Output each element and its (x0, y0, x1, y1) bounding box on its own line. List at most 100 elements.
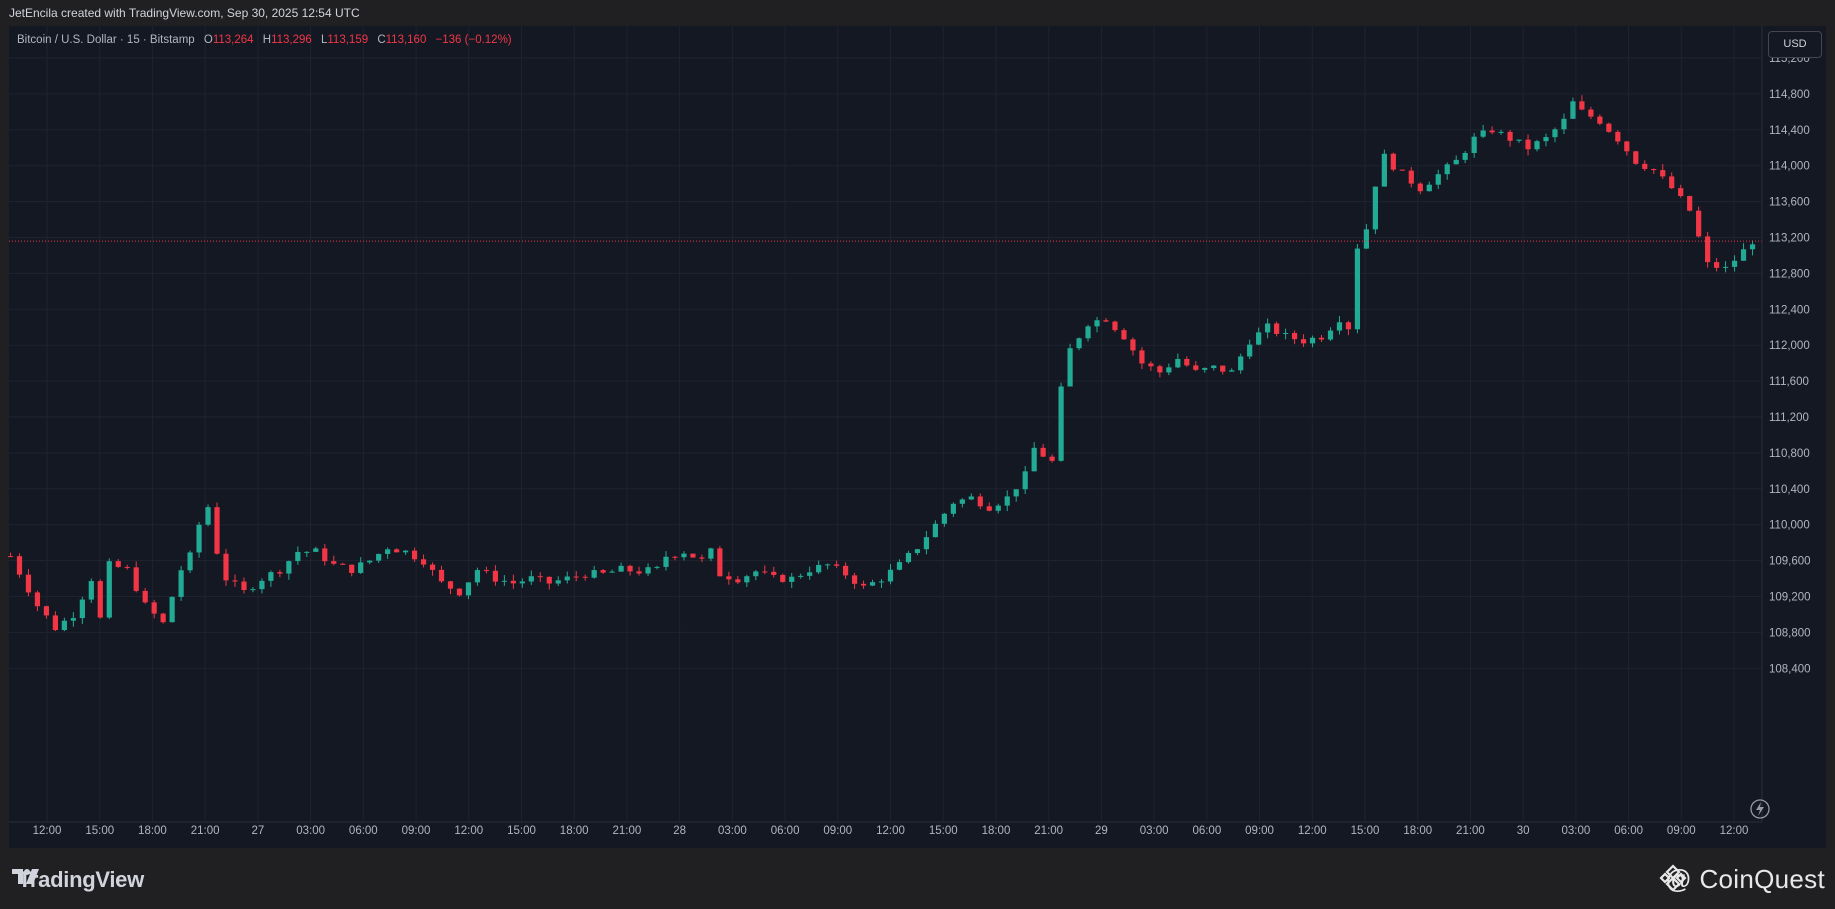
candle-body (825, 564, 831, 566)
x-tick-label: 06:00 (771, 825, 800, 837)
candle-body (654, 566, 660, 568)
x-tick-label: 21:00 (191, 825, 220, 837)
candle-body (555, 580, 561, 584)
x-tick-label: 18:00 (1403, 825, 1432, 837)
candle-body (1256, 332, 1262, 345)
candle-body (519, 581, 525, 584)
candle-body (1291, 332, 1298, 340)
candle-body (367, 560, 373, 563)
coinquest-watermark: @ CoinQuest (1659, 864, 1825, 895)
candle-body (340, 563, 346, 565)
tradingview-brand: TradingView (18, 867, 144, 892)
candle-body (851, 575, 858, 584)
x-tick-label: 09:00 (823, 825, 852, 837)
y-tick-label: 110,400 (1769, 484, 1810, 496)
currency-button[interactable]: USD (1768, 31, 1822, 58)
candle-body (807, 572, 813, 576)
x-tick-label: 12:00 (1298, 825, 1327, 837)
candle-body (1327, 330, 1334, 340)
coinquest-text: @ CoinQuest (1665, 864, 1825, 894)
candle-body (1094, 320, 1100, 327)
candle-body (1435, 174, 1441, 185)
candle-body (1336, 322, 1343, 331)
candle-body (771, 571, 777, 575)
candle-body (52, 615, 58, 631)
candle-body (600, 570, 606, 573)
candle-body (1013, 489, 1019, 497)
candle-body (16, 556, 23, 575)
candle-body (483, 570, 490, 572)
attribution-text: JetEncila created with TradingView.com, … (9, 6, 360, 20)
candle-body (268, 572, 274, 581)
low-label: L (320, 34, 328, 46)
candle-body (735, 579, 741, 583)
candle-body (537, 576, 543, 578)
candle-body (1543, 137, 1549, 142)
y-axis-panel[interactable] (1762, 26, 1826, 822)
candle-body (1462, 152, 1468, 160)
candle-body (88, 581, 94, 600)
candle-body (420, 559, 427, 565)
candle-body (1516, 139, 1522, 141)
x-tick-label: 09:00 (1667, 825, 1696, 837)
candle-body (1642, 163, 1648, 169)
x-tick-label: 03:00 (1140, 825, 1169, 837)
tradingview-logo[interactable]: TradingView (12, 867, 144, 893)
candle-body (789, 576, 795, 582)
candle-body (932, 523, 938, 538)
candle-body (241, 581, 247, 591)
lightning-icon[interactable] (1748, 797, 1774, 821)
candle-body (627, 565, 633, 572)
candle-body (699, 557, 705, 559)
candle-body (753, 571, 759, 577)
candle-body (286, 561, 292, 574)
candle-body (1265, 323, 1271, 333)
candle-body (1345, 322, 1352, 330)
candle-body (1722, 266, 1729, 268)
candle-body (923, 537, 930, 550)
high-label: H (262, 34, 272, 46)
candle-body (142, 590, 148, 603)
candle-body (1606, 123, 1612, 132)
candle-body (313, 548, 319, 552)
candle-body (1004, 496, 1010, 506)
candle-body (645, 567, 651, 574)
x-tick-label: 27 (251, 825, 264, 837)
candle-body (1579, 101, 1585, 110)
candle-body (1372, 186, 1378, 230)
candle-body (178, 570, 184, 597)
candle-body (573, 576, 579, 578)
candle-body (259, 580, 265, 590)
price-chart[interactable]: 113,160 108,400 108,800 109,200 109,600 110,… (0, 0, 1835, 848)
candle-body (1390, 153, 1396, 170)
candle-body (1731, 260, 1738, 267)
candle-body (115, 561, 121, 567)
candle-body (196, 524, 202, 553)
y-tick-label: 110,800 (1769, 448, 1810, 460)
candle-body (124, 566, 130, 568)
candle-body (492, 570, 498, 582)
candle-body (7, 556, 14, 558)
candle-body (1318, 337, 1325, 340)
candle-body (995, 505, 1001, 511)
candle-body (681, 553, 687, 558)
candle-body (690, 553, 696, 558)
open-label: O (203, 34, 213, 46)
candle-body (1363, 229, 1370, 249)
candle-body (546, 576, 552, 584)
candle-body (977, 496, 983, 507)
symbol-label[interactable]: Bitcoin / U.S. Dollar · 15 · Bitstamp (17, 34, 195, 46)
candle-body (34, 592, 41, 607)
candle-body (762, 571, 768, 573)
candle-body (663, 556, 669, 567)
candle-body (133, 567, 139, 591)
x-tick-label: 06:00 (1614, 825, 1643, 837)
x-tick-label: 18:00 (982, 825, 1011, 837)
candle-body (816, 564, 822, 573)
footer-bar (0, 848, 1835, 909)
candle-body (1148, 363, 1154, 367)
candle-body (1103, 320, 1109, 322)
candle-body (1130, 339, 1136, 351)
y-tick-label: 109,600 (1769, 556, 1811, 568)
candle-body (1282, 332, 1289, 334)
